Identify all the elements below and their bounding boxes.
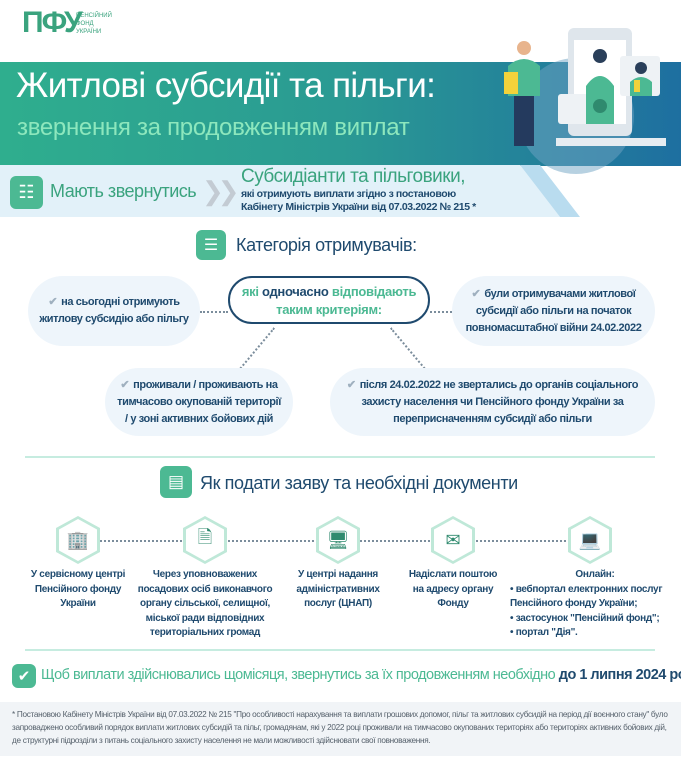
recipients-text: Кабінету Міністрів України від 07.03.202… [241, 201, 476, 213]
logo-line: ПЕНСІЙНИЙ [76, 13, 112, 19]
criterion-bubble: ✔ на сьогодні отримують житлову субсидію … [28, 276, 200, 346]
criterion-text: були отримувачами житлової субсидії або … [465, 287, 642, 334]
criterion-bubble: ✔ після 24.02.2022 не звертались до орган… [330, 368, 655, 436]
divider [25, 456, 655, 458]
check-icon: ✔ [48, 296, 58, 308]
criterion-text: після 24.02.2022 не звертались до органі… [359, 378, 639, 425]
footnote: * Постановою Кабінету Міністрів України … [0, 702, 681, 756]
check-icon: ✔ [120, 378, 130, 391]
recipients-text: які отримують виплати згідно з постаново… [241, 188, 456, 200]
checkmark-icon: ✔ [12, 664, 36, 688]
criteria-word: таким критеріям: [276, 302, 382, 317]
criterion-text: на сьогодні отримують житлову субсидію а… [39, 296, 189, 325]
deadline-date: до 1 липня 2024 року [558, 667, 681, 683]
logo-line: УКРАЇНИ [76, 29, 102, 35]
criterion-bubble: ✔ проживали / проживають на тимчасово оку… [105, 368, 293, 436]
document-icon: 🗎 [197, 527, 213, 547]
page-subtitle: звернення за продовженням виплат [17, 114, 410, 141]
step-local-officials: Через уповноважених посадових осіб викон… [137, 569, 273, 638]
divider [25, 649, 655, 651]
step-service-center: У сервісному центрі Пенсійного фонду Укр… [30, 569, 126, 609]
recipients-heading: Субсидіанти та пільговики, [241, 166, 466, 187]
logo-line: ФОНД [76, 21, 94, 27]
logo: ПФУ [22, 6, 83, 39]
hexagon-frame [431, 516, 475, 564]
check-icon: ✔ [471, 287, 481, 300]
check-icon: ✔ [346, 378, 356, 391]
mail-icon: ✉ [445, 529, 461, 550]
building-icon: 🏢 [66, 529, 90, 550]
people-phone-illustration [504, 28, 666, 174]
online-option: вебпортал електронних послуг Пенсійного … [510, 583, 680, 612]
connector [200, 311, 228, 313]
deadline-text: Щоб виплати здійснювались щомісяця, звер… [41, 667, 556, 683]
step-mail: Надіслати поштою на адресу органу Фонду [408, 569, 498, 609]
recipients-band [0, 165, 560, 217]
list-icon: ☰ [196, 230, 226, 260]
connector [430, 311, 452, 313]
hexagon-frame [316, 516, 360, 564]
who-label: Мають звернутись [50, 181, 197, 201]
online-option: застосунок "Пенсійний фонд"; [510, 612, 680, 627]
criteria-word: які [241, 284, 259, 299]
logo-text: ПЕНСІЙНИЙ ФОНД УКРАЇНИ [76, 12, 136, 36]
deadline-note: Щоб виплати здійснювались щомісяця, звер… [41, 667, 681, 683]
criteria-oval: які одночасно відповідають таким критері… [228, 276, 430, 324]
how-title: Як подати заяву та необхідні документи [200, 473, 518, 493]
step-online: Онлайн: вебпортал електронних послуг Пен… [510, 568, 680, 641]
criteria-word: відповідають [331, 284, 417, 299]
online-option: портал "Дія". [510, 626, 680, 641]
criteria-word: одночасно [261, 284, 329, 299]
office-icon: 🖥 [326, 529, 350, 550]
people-group-icon: ☷ [10, 176, 43, 209]
category-title: Категорія отримувачів: [236, 235, 417, 255]
document-check-icon: ▤ [160, 466, 192, 498]
laptop-icon: 💻 [578, 529, 602, 550]
criterion-bubble: ✔ були отримувачами житлової субсидії або… [452, 276, 655, 346]
step-cnap: У центрі надання адміністративних послуг… [296, 569, 380, 609]
criterion-text: проживали / проживають на тимчасово окуп… [117, 378, 281, 425]
double-chevron-right-icon: ❯❯ [202, 176, 239, 206]
page-title: Житлові субсидії та пільги: [16, 66, 436, 105]
online-label: Онлайн: [575, 569, 615, 580]
